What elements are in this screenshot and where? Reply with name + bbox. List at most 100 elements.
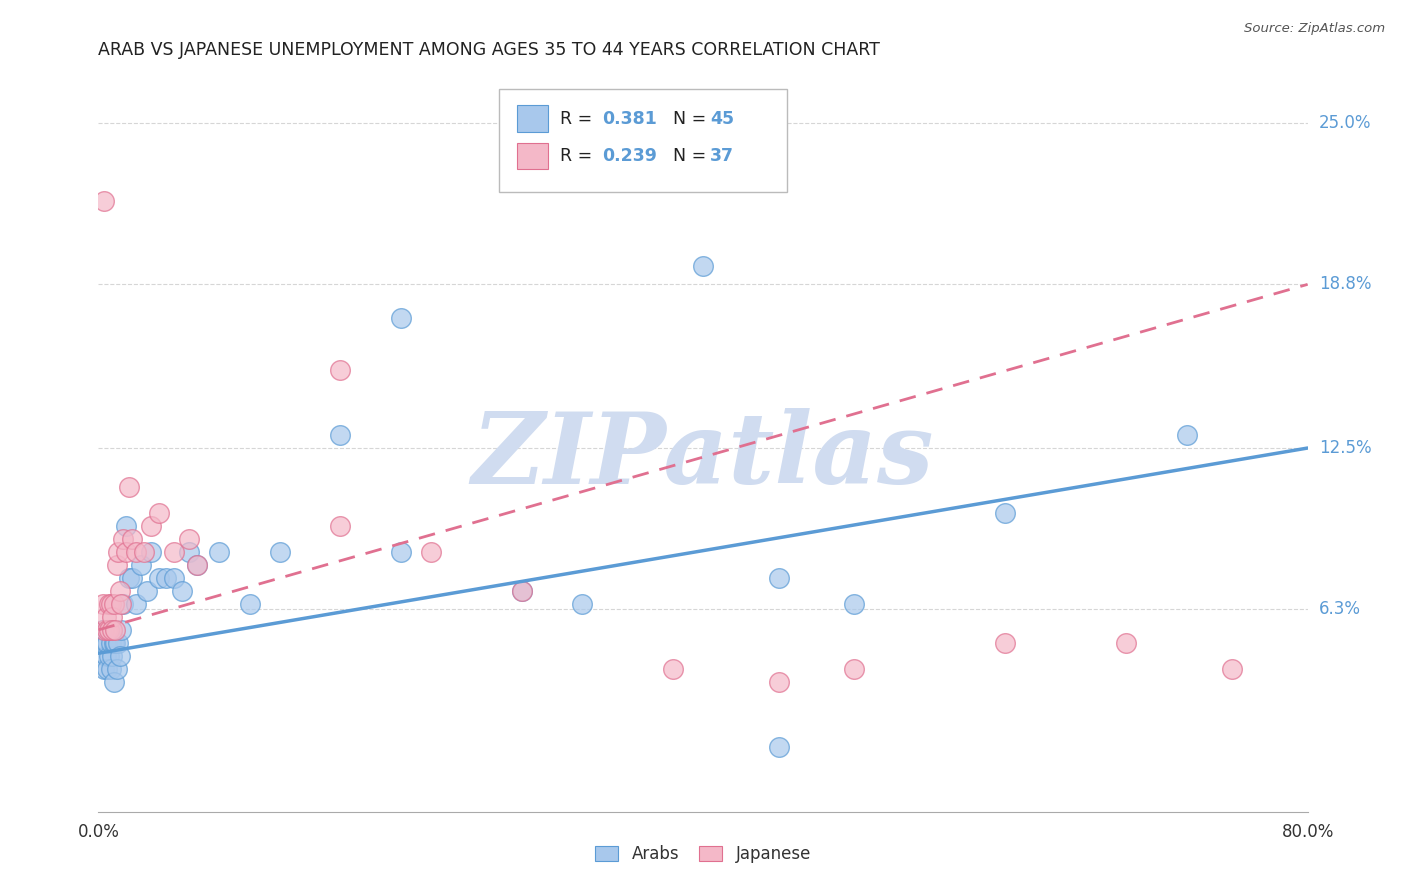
Point [186,558,208,572]
Point [510,583,533,598]
Point [96,662,118,676]
Point [98,648,121,663]
Point [103,636,125,650]
Point [101,623,124,637]
Point [114,545,136,559]
Point [1175,428,1198,442]
Point [105,558,128,572]
Point [994,636,1017,650]
Point [186,558,208,572]
Text: 0.381: 0.381 [602,110,657,128]
Point [125,597,148,611]
Point [104,623,127,637]
Point [93,194,115,209]
Point [101,610,124,624]
Point [100,662,122,676]
Point [94,648,117,663]
Text: 12.5%: 12.5% [1319,439,1371,457]
Point [103,597,125,611]
Point [179,532,201,546]
Point [148,506,170,520]
Point [768,674,790,689]
Point [107,545,129,559]
Point [121,571,143,585]
Text: ARAB VS JAPANESE UNEMPLOYMENT AMONG AGES 35 TO 44 YEARS CORRELATION CHART: ARAB VS JAPANESE UNEMPLOYMENT AMONG AGES… [98,41,880,59]
Point [110,597,132,611]
Point [1115,636,1137,650]
Point [329,428,352,442]
Point [163,571,186,585]
Point [98,623,121,637]
Point [163,545,186,559]
Point [768,571,790,585]
Text: 37: 37 [710,147,734,165]
Point [104,636,127,650]
Point [114,519,136,533]
Point [1220,662,1243,676]
Point [121,532,143,546]
Point [329,363,352,377]
Text: N =: N = [662,147,711,165]
Point [101,623,124,637]
Point [107,636,129,650]
Point [141,545,163,559]
Text: Source: ZipAtlas.com: Source: ZipAtlas.com [1244,22,1385,36]
Point [692,259,714,273]
Point [129,558,152,572]
Point [105,662,128,676]
Point [118,571,141,585]
Text: 45: 45 [710,110,734,128]
Text: 18.8%: 18.8% [1319,276,1371,293]
Legend: Arabs, Japanese: Arabs, Japanese [588,838,818,870]
Point [96,636,118,650]
Point [269,545,291,559]
Point [571,597,593,611]
Point [132,545,155,559]
Point [93,662,115,676]
Point [108,583,131,598]
Point [170,583,193,598]
Point [98,597,121,611]
Point [208,545,231,559]
Point [141,519,163,533]
Point [420,545,443,559]
Point [179,545,201,559]
Point [93,623,115,637]
Text: R =: R = [560,110,598,128]
Point [111,597,134,611]
Point [93,623,115,637]
Point [239,597,262,611]
Point [111,532,134,546]
Point [389,311,412,326]
Point [844,662,866,676]
Point [91,597,114,611]
Point [98,623,121,637]
Text: 25.0%: 25.0% [1319,114,1371,132]
Point [110,623,132,637]
Point [125,545,148,559]
Point [100,597,122,611]
Point [329,519,352,533]
Point [661,662,683,676]
Point [94,610,117,624]
Point [994,506,1017,520]
Text: R =: R = [560,147,598,165]
Point [389,545,412,559]
Point [100,636,122,650]
Point [118,480,141,494]
Text: 0.239: 0.239 [602,147,657,165]
Point [96,623,118,637]
Point [103,674,125,689]
Point [148,571,170,585]
Point [510,583,533,598]
Point [101,648,124,663]
Point [91,623,114,637]
Text: N =: N = [662,110,711,128]
Point [135,583,157,598]
Text: ZIPatlas: ZIPatlas [472,409,934,505]
Text: 6.3%: 6.3% [1319,600,1361,618]
Point [155,571,177,585]
Point [768,739,790,754]
Point [94,636,117,650]
Point [844,597,866,611]
